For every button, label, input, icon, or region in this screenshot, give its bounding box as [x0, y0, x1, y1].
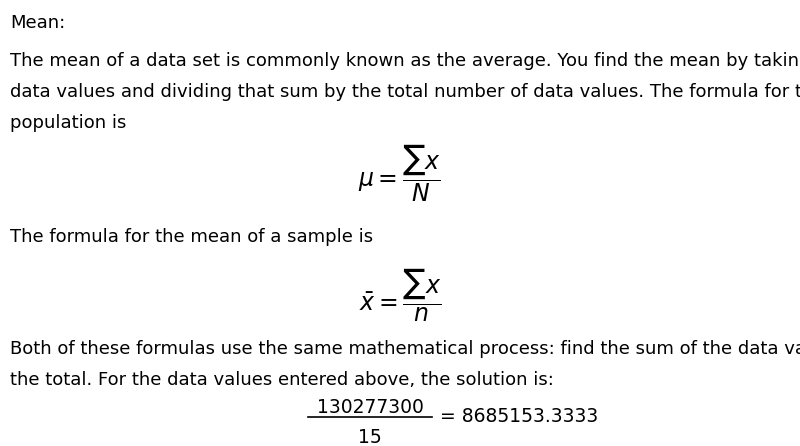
Text: 130277300: 130277300: [317, 398, 423, 417]
Text: population is: population is: [10, 114, 126, 132]
Text: Both of these formulas use the same mathematical process: find the sum of the da: Both of these formulas use the same math…: [10, 340, 800, 358]
Text: data values and dividing that sum by the total number of data values. The formul: data values and dividing that sum by the…: [10, 83, 800, 101]
Text: the total. For the data values entered above, the solution is:: the total. For the data values entered a…: [10, 371, 554, 389]
Text: Mean:: Mean:: [10, 14, 66, 32]
Text: 15: 15: [358, 428, 382, 446]
Text: = 8685153.3333: = 8685153.3333: [440, 408, 598, 426]
Text: The formula for the mean of a sample is: The formula for the mean of a sample is: [10, 228, 373, 246]
Text: $\bar{x} = \dfrac{\sum x}{n}$: $\bar{x} = \dfrac{\sum x}{n}$: [359, 266, 441, 324]
Text: $\mu = \dfrac{\sum x}{N}$: $\mu = \dfrac{\sum x}{N}$: [358, 142, 442, 204]
Text: The mean of a data set is commonly known as the average. You find the mean by ta: The mean of a data set is commonly known…: [10, 52, 800, 70]
